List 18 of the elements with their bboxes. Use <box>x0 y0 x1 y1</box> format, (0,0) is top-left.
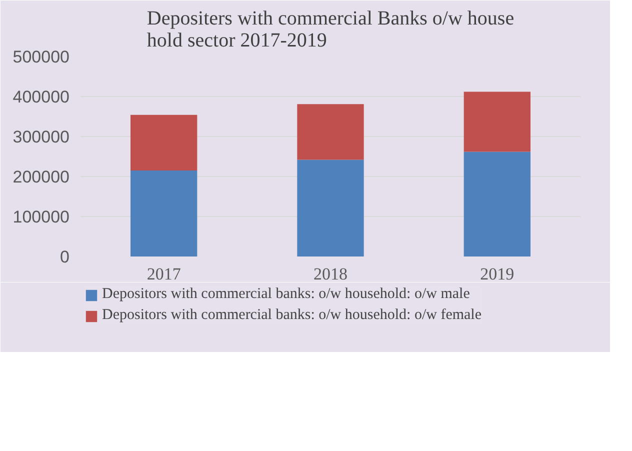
bar <box>464 152 530 256</box>
y-tick-label: 300000 <box>12 128 70 146</box>
bar <box>464 92 530 152</box>
legend-label: Depositors with commercial banks: o/w household: o/w male <box>102 286 470 303</box>
y-tick-label: 200000 <box>12 168 70 186</box>
y-tick-label: 400000 <box>12 88 70 106</box>
y-tick-label: 500000 <box>12 48 70 66</box>
bar <box>130 170 198 256</box>
bar <box>297 160 364 256</box>
x-tick-label: 2018 <box>314 264 348 284</box>
x-tick-label: 2019 <box>480 264 514 284</box>
y-tick-label: 100000 <box>12 208 70 226</box>
bar <box>130 114 198 170</box>
chart-title: Depositers with commercial Banks o/w house hold sector 2017-2019 <box>146 8 514 52</box>
legend-label: Depositors with commercial banks: o/w household: o/w female <box>102 307 482 324</box>
bar <box>297 104 364 160</box>
x-tick-label: 2017 <box>146 264 182 284</box>
y-tick-label: 0 <box>60 248 70 266</box>
